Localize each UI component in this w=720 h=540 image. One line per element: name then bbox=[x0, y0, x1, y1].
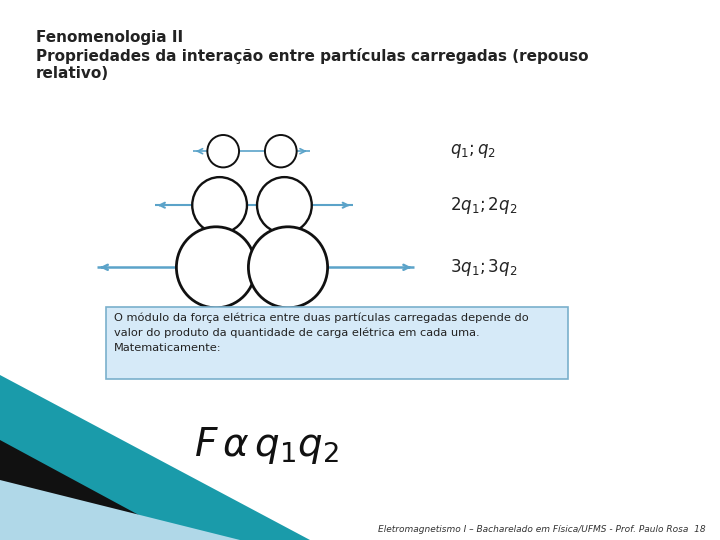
Polygon shape bbox=[0, 375, 310, 540]
Ellipse shape bbox=[192, 177, 247, 233]
Ellipse shape bbox=[176, 227, 256, 308]
Ellipse shape bbox=[265, 135, 297, 167]
Text: Propriedades da interação entre partículas carregadas (repouso: Propriedades da interação entre partícul… bbox=[36, 48, 588, 64]
Polygon shape bbox=[0, 480, 240, 540]
Text: relativo): relativo) bbox=[36, 66, 109, 81]
Polygon shape bbox=[0, 440, 185, 540]
Text: $q_1; q_2$: $q_1; q_2$ bbox=[450, 142, 496, 160]
Text: $2q_1; 2q_2$: $2q_1; 2q_2$ bbox=[450, 195, 517, 215]
Text: $3q_1; 3q_2$: $3q_1; 3q_2$ bbox=[450, 257, 517, 278]
Ellipse shape bbox=[207, 135, 239, 167]
FancyBboxPatch shape bbox=[106, 307, 568, 379]
Ellipse shape bbox=[248, 227, 328, 308]
Text: $F\,\alpha\,q_1q_2$: $F\,\alpha\,q_1q_2$ bbox=[194, 425, 339, 466]
Text: Eletromagnetismo I – Bacharelado em Física/UFMS - Prof. Paulo Rosa  18: Eletromagnetismo I – Bacharelado em Físi… bbox=[378, 525, 706, 534]
Text: O módulo da força elétrica entre duas partículas carregadas depende do
valor do : O módulo da força elétrica entre duas pa… bbox=[114, 313, 528, 353]
Text: Fenomenologia II: Fenomenologia II bbox=[36, 30, 183, 45]
Ellipse shape bbox=[257, 177, 312, 233]
